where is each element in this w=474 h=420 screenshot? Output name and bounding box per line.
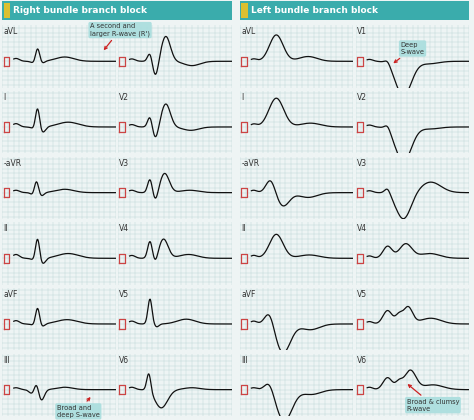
Text: Left bundle branch block: Left bundle branch block bbox=[251, 6, 378, 15]
Text: I: I bbox=[3, 93, 6, 102]
Text: V3: V3 bbox=[357, 159, 367, 168]
Text: V4: V4 bbox=[357, 224, 367, 233]
Text: V5: V5 bbox=[119, 290, 129, 299]
Text: V1: V1 bbox=[119, 27, 129, 36]
Text: Broad and
deep S-wave: Broad and deep S-wave bbox=[57, 398, 100, 418]
Text: aVF: aVF bbox=[3, 290, 18, 299]
Text: Deep
S-wave: Deep S-wave bbox=[394, 42, 425, 63]
Text: V4: V4 bbox=[119, 224, 129, 233]
Text: V2: V2 bbox=[357, 93, 367, 102]
Text: -aVR: -aVR bbox=[3, 159, 22, 168]
Text: V6: V6 bbox=[357, 356, 367, 365]
Text: V2: V2 bbox=[119, 93, 129, 102]
Text: V5: V5 bbox=[357, 290, 367, 299]
Text: I: I bbox=[241, 93, 243, 102]
Text: aVL: aVL bbox=[241, 27, 255, 36]
Text: V6: V6 bbox=[119, 356, 129, 365]
Text: Right bundle branch block: Right bundle branch block bbox=[13, 6, 147, 15]
Text: V1: V1 bbox=[357, 27, 367, 36]
Bar bbox=[241, 3, 247, 18]
Text: A second and
larger R-wave (R'): A second and larger R-wave (R') bbox=[90, 23, 150, 49]
Text: -aVR: -aVR bbox=[241, 159, 259, 168]
Text: III: III bbox=[241, 356, 248, 365]
Text: III: III bbox=[3, 356, 10, 365]
Bar bbox=[3, 3, 10, 18]
Text: aVF: aVF bbox=[241, 290, 255, 299]
Text: V3: V3 bbox=[119, 159, 129, 168]
Text: II: II bbox=[241, 224, 246, 233]
Text: Broad & clumsy
R-wave: Broad & clumsy R-wave bbox=[407, 385, 459, 412]
Text: aVL: aVL bbox=[3, 27, 18, 36]
Text: II: II bbox=[3, 224, 8, 233]
